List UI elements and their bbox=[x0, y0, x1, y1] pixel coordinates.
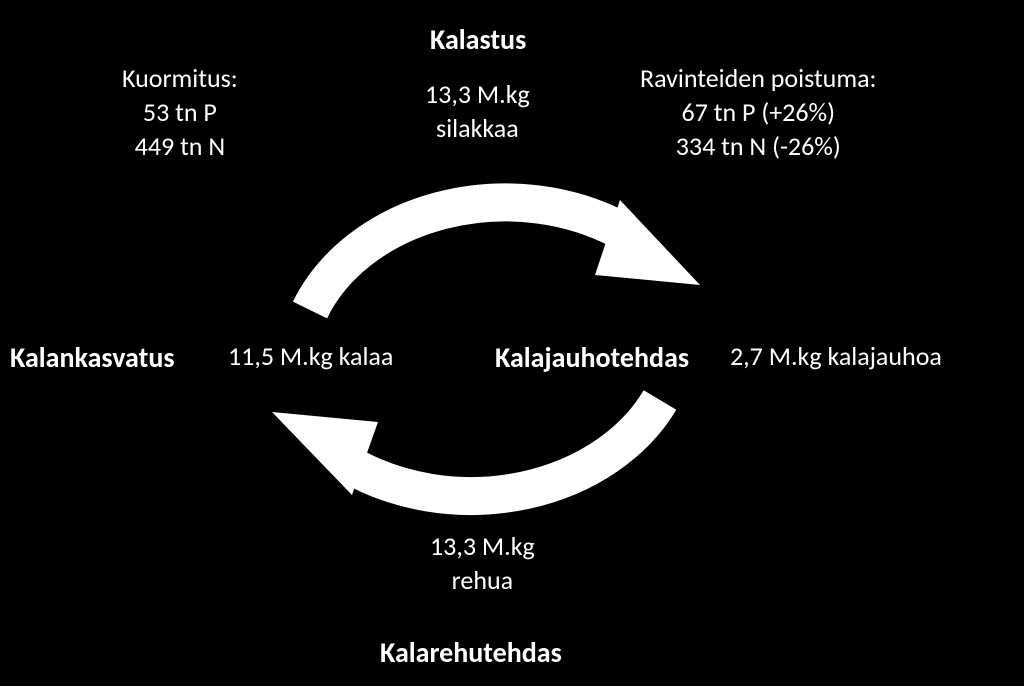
node-left: Kalankasvatus bbox=[10, 340, 175, 376]
node-right-value-label: 2,7 M.kg kalajauhoa bbox=[730, 340, 942, 372]
flow-bottom-line2: rehua bbox=[452, 564, 513, 596]
flow-bottom-line1: 13,3 M.kg bbox=[430, 530, 535, 562]
flow-top-line1: 13,3 M.kg bbox=[425, 78, 530, 110]
node-bottom-label: Kalarehutehdas bbox=[380, 635, 562, 670]
node-right-label: Kalajauhotehdas bbox=[495, 340, 689, 375]
flow-top-line2: silakkaa bbox=[436, 112, 519, 144]
node-left-value: 11,5 M.kg kalaa bbox=[228, 340, 393, 374]
node-left-label: Kalankasvatus bbox=[10, 340, 175, 375]
node-right-value: 2,7 M.kg kalajauhoa bbox=[730, 340, 942, 374]
annotation-left: Kuormitus: 53 tn P 449 tn N bbox=[122, 62, 238, 163]
annotation-left-line1: Kuormitus: bbox=[122, 62, 238, 94]
flow-bottom-center: 13,3 M.kg rehua bbox=[430, 530, 535, 598]
annotation-right-line3: 334 tn N (-26%) bbox=[676, 130, 841, 162]
node-left-value-label: 11,5 M.kg kalaa bbox=[228, 340, 393, 372]
annotation-left-line2: 53 tn P bbox=[143, 96, 217, 128]
node-top-label: Kalastus bbox=[430, 22, 526, 57]
flow-top-center: 13,3 M.kg silakkaa bbox=[425, 78, 530, 146]
annotation-right-line2: 67 tn P (+26%) bbox=[682, 96, 835, 128]
annotation-left-line3: 449 tn N bbox=[135, 130, 225, 162]
node-bottom: Kalarehutehdas bbox=[380, 635, 562, 671]
annotation-right: Ravinteiden poistuma: 67 tn P (+26%) 334… bbox=[640, 62, 877, 163]
annotation-right-line1: Ravinteiden poistuma: bbox=[640, 62, 877, 94]
node-right: Kalajauhotehdas bbox=[495, 340, 689, 376]
node-top: Kalastus bbox=[430, 22, 526, 58]
